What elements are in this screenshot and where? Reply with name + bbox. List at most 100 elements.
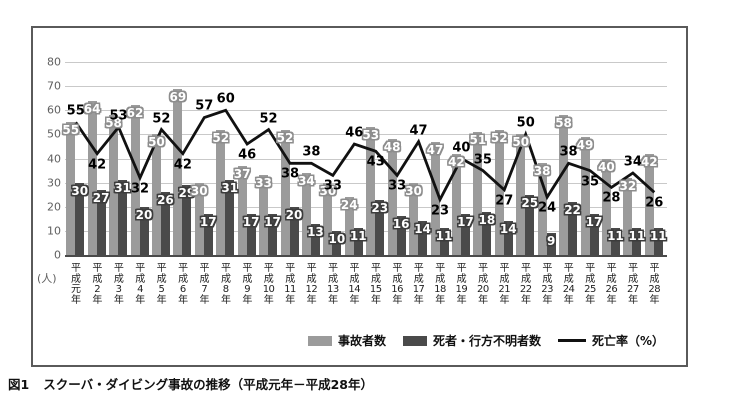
bar-value-label-accidents: 49 xyxy=(576,137,594,152)
rate-value-label: 53 xyxy=(109,108,128,124)
bar-deaths xyxy=(482,211,492,255)
rate-value-label: 28 xyxy=(602,190,621,206)
bar-accidents xyxy=(559,115,569,255)
x-axis-label: 平成 24 年 xyxy=(562,263,575,306)
bar-deaths xyxy=(503,221,513,255)
bar-value-label-deaths: 25 xyxy=(521,195,539,210)
bar-value-label-deaths: 11 xyxy=(607,229,624,244)
bar-deaths xyxy=(203,213,213,255)
rate-value-label: 26 xyxy=(645,195,664,211)
x-axis-label: 平成 18 年 xyxy=(434,263,446,306)
bar-value-label-accidents: 52 xyxy=(276,130,294,145)
bar-accidents xyxy=(194,182,204,255)
bar-value-label-deaths: 23 xyxy=(371,200,389,215)
bar-value-label-accidents: 48 xyxy=(383,140,401,155)
x-axis-label: 平成 22 年 xyxy=(519,263,532,306)
bar-value-label-accidents: 50 xyxy=(512,135,530,150)
bar-accidents xyxy=(580,136,590,255)
rate-value-label: 33 xyxy=(323,178,342,194)
x-axis-label: 平成 20 年 xyxy=(476,263,489,306)
bar-deaths xyxy=(160,192,170,255)
bar-accidents xyxy=(644,153,654,255)
bar-deaths xyxy=(460,213,470,255)
y-tick-label: 0 xyxy=(54,248,61,262)
rate-value-label: 46 xyxy=(345,125,364,141)
gridline xyxy=(65,62,667,63)
legend-line-swatch xyxy=(557,339,586,342)
x-axis-label: 平成 14 年 xyxy=(348,263,361,306)
rate-value-label: 57 xyxy=(195,98,214,114)
bar-accidents xyxy=(387,139,397,255)
bar-accidents xyxy=(537,163,547,255)
bar-deaths xyxy=(589,213,599,255)
bar-value-label-deaths: 17 xyxy=(264,214,281,229)
bar-value-label-accidents: 51 xyxy=(469,132,487,147)
y-tick-label: 60 xyxy=(47,103,61,117)
bar-deaths xyxy=(310,223,320,255)
rate-value-label: 38 xyxy=(302,144,321,160)
rate-value-label: 60 xyxy=(216,91,235,107)
y-tick-label: 70 xyxy=(47,79,61,93)
bar-value-label-accidents: 24 xyxy=(340,198,358,213)
bar-accidents xyxy=(66,122,76,255)
rate-value-label: 46 xyxy=(238,147,257,163)
x-axis-label: 平成 26 年 xyxy=(605,263,618,306)
rate-value-label: 23 xyxy=(430,203,450,218)
bar-value-label-deaths: 11 xyxy=(349,229,367,244)
bar-accidents xyxy=(87,100,97,255)
bar-deaths xyxy=(525,194,535,255)
bar-value-label-deaths: 17 xyxy=(242,214,260,229)
bar-accidents xyxy=(409,182,419,255)
x-axis-label: 平成 10 年 xyxy=(262,263,275,306)
bar-value-label-accidents: 32 xyxy=(619,178,637,193)
bar-deaths xyxy=(96,189,106,255)
figure-title: スクーバ・ダイビング事故の推移（平成元年－平成28年） xyxy=(43,377,373,392)
legend-label-death-rate: 死亡率（%） xyxy=(591,334,664,348)
bar-value-label-accidents: 53 xyxy=(362,128,380,143)
rate-value-label: 43 xyxy=(366,154,385,170)
bar-value-label-accidents: 40 xyxy=(598,159,615,174)
bar-deaths xyxy=(546,233,556,255)
bar-deaths xyxy=(653,228,663,255)
bar-accidents xyxy=(601,158,611,255)
bar-value-label-deaths: 30 xyxy=(71,183,89,198)
y-tick-label: 40 xyxy=(47,152,61,165)
bar-value-label-deaths: 13 xyxy=(307,224,324,239)
bar-deaths xyxy=(568,201,578,255)
bar-value-label-accidents: 42 xyxy=(640,154,658,169)
bar-deaths xyxy=(246,213,256,255)
x-axis-label: 平成 13 年 xyxy=(326,263,339,306)
rate-value-label: 38 xyxy=(559,144,578,160)
bar-value-label-deaths: 9 xyxy=(546,234,556,249)
bar-value-label-accidents: 62 xyxy=(126,106,144,121)
bar-value-label-accidents: 34 xyxy=(298,173,315,188)
bar-value-label-deaths: 31 xyxy=(114,181,131,196)
bar-deaths xyxy=(632,228,642,255)
bar-accidents xyxy=(473,131,483,255)
bar-accidents xyxy=(323,182,333,255)
bar-deaths xyxy=(396,216,406,255)
figure-caption: 図1 スクーバ・ダイビング事故の推移（平成元年－平成28年） xyxy=(8,374,373,393)
bar-value-label-accidents: 47 xyxy=(426,142,444,157)
bar-value-label-accidents: 30 xyxy=(190,183,208,198)
bar-value-label-accidents: 55 xyxy=(62,123,80,138)
rate-value-label: 34 xyxy=(623,154,642,170)
bar-value-label-deaths: 17 xyxy=(457,214,474,229)
rate-value-label: 55 xyxy=(66,103,85,119)
bar-value-label-accidents: 38 xyxy=(533,164,551,179)
bar-value-label-deaths: 16 xyxy=(392,217,410,232)
rate-value-label: 33 xyxy=(388,178,407,194)
bar-value-label-deaths: 18 xyxy=(478,212,496,227)
bar-accidents xyxy=(366,127,376,255)
legend-item-death-rate: 死亡率（%） xyxy=(557,332,664,349)
bar-value-label-deaths: 14 xyxy=(499,222,517,237)
y-tick-label: 80 xyxy=(47,55,61,69)
bar-value-label-accidents: 69 xyxy=(169,89,187,104)
bar-value-label-accidents: 33 xyxy=(255,176,272,191)
y-tick-label: 50 xyxy=(47,127,61,141)
gridline xyxy=(65,86,667,88)
